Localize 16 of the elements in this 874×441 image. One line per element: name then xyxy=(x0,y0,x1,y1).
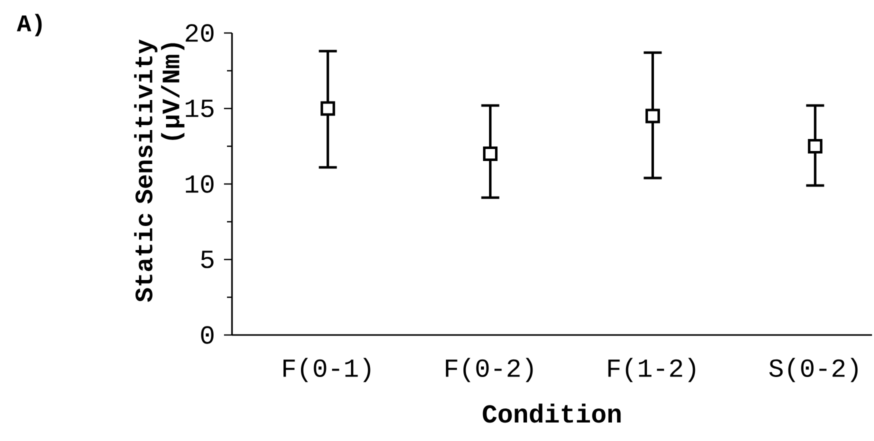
point xyxy=(320,101,336,116)
x-axis-title: Condition xyxy=(482,404,621,423)
point xyxy=(483,146,498,162)
x-tick-label: S(0-2) xyxy=(769,358,858,382)
text: A) xyxy=(16,14,42,36)
y-axis-title: Static Sensitivity (μV/Nm) xyxy=(134,40,184,302)
y-tick-label: 15 xyxy=(186,100,214,118)
x-tick-label: F(1-2) xyxy=(608,358,696,382)
point xyxy=(808,139,822,154)
y-tick-label: 10 xyxy=(186,175,214,193)
point xyxy=(645,108,660,124)
x-tick-label: F(0-2) xyxy=(446,358,533,382)
y-tick-label: 0 xyxy=(201,326,214,344)
y-tick-label: 20 xyxy=(186,24,214,42)
y-tick-label: 5 xyxy=(201,250,214,268)
x-tick-label: F(0-1) xyxy=(284,358,370,382)
